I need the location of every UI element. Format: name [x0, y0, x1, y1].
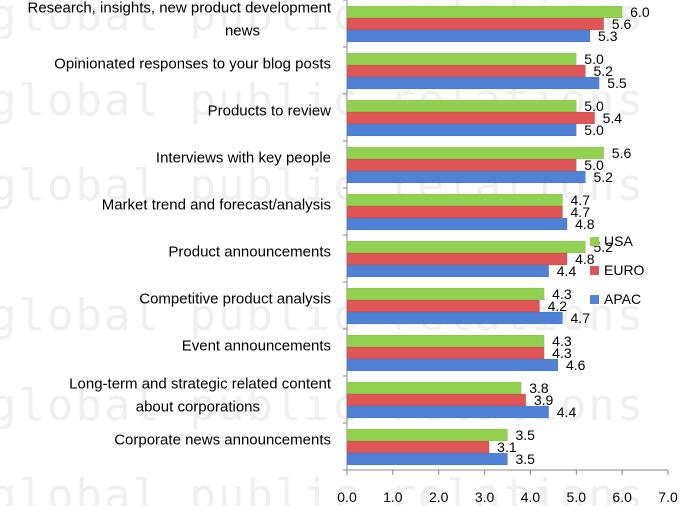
data-label: 4.3	[552, 333, 572, 349]
bar-euro	[346, 299, 540, 313]
bar-usa	[346, 334, 545, 348]
category-label: Event announcements	[182, 338, 331, 355]
data-label: 3.5	[516, 451, 536, 467]
data-label: 5.6	[612, 145, 632, 161]
data-label: 3.5	[516, 427, 536, 443]
x-tick-label: 3.0	[475, 489, 495, 505]
data-label: 5.0	[584, 98, 604, 114]
bar-usa	[346, 287, 545, 301]
x-tick-label: 6.0	[612, 489, 632, 505]
legend-label-euro: EURO	[604, 262, 645, 278]
data-label: 4.3	[552, 286, 572, 302]
data-label: 5.6	[612, 16, 632, 32]
category-label: Market trend and forecast/analysis	[102, 197, 331, 214]
bar-usa	[346, 193, 563, 207]
data-label: 4.6	[566, 357, 586, 373]
legend-swatch-euro	[590, 266, 599, 275]
legend-label-apac: APAC	[604, 291, 641, 307]
bar-usa	[346, 381, 522, 395]
data-label: 3.1	[497, 439, 517, 455]
legend-swatch-usa	[590, 237, 599, 246]
bar-usa	[346, 240, 586, 254]
bar-euro	[346, 346, 545, 360]
data-label: 5.0	[584, 51, 604, 67]
bar-euro	[346, 158, 577, 172]
bar-apac	[346, 358, 559, 372]
bar-apac	[346, 29, 591, 43]
category-label: Product announcements	[168, 244, 331, 261]
bar-euro	[346, 393, 527, 407]
data-label: 5.4	[603, 110, 623, 126]
bar-euro	[346, 440, 490, 454]
bar-usa	[346, 428, 508, 442]
bar-euro	[346, 64, 586, 78]
data-label: 4.7	[571, 192, 591, 208]
data-label: 4.7	[571, 204, 591, 220]
bar-euro	[346, 111, 595, 125]
bar-apac	[346, 170, 586, 184]
category-label-line-2: about corporations	[136, 399, 260, 416]
data-label: 4.7	[571, 310, 591, 326]
bar-apac	[346, 123, 577, 137]
category-label: Products to review	[208, 103, 332, 120]
bar-apac	[346, 311, 563, 325]
data-label: 5.2	[593, 169, 613, 185]
x-tick-label: 2.0	[429, 489, 449, 505]
category-label: Interviews with key people	[156, 150, 331, 167]
data-label: 5.0	[584, 122, 604, 138]
x-tick-label: 4.0	[521, 489, 541, 505]
legend-label-usa: USA	[604, 233, 633, 249]
x-tick-label: 0.0	[337, 489, 357, 505]
category-label: Research, insights, new product developm…	[27, 0, 331, 17]
bar-euro	[346, 205, 563, 219]
bar-euro	[346, 17, 605, 31]
category-label: Competitive product analysis	[139, 291, 331, 308]
bar-apac	[346, 76, 600, 90]
bar-usa	[346, 146, 605, 160]
data-label: 4.3	[552, 345, 572, 361]
category-label-line-2: news	[225, 23, 260, 40]
data-label: 3.9	[534, 392, 554, 408]
data-label: 4.4	[557, 263, 577, 279]
bar-apac	[346, 405, 550, 419]
category-label: Corporate news announcements	[114, 432, 331, 449]
data-label: 4.8	[575, 216, 595, 232]
bar-usa	[346, 5, 623, 19]
x-tick-label: 5.0	[567, 489, 587, 505]
x-tick-label: 1.0	[383, 489, 403, 505]
category-label: Long-term and strategic related content	[69, 376, 332, 393]
data-label: 3.8	[529, 380, 549, 396]
x-tick-label: 7.0	[658, 489, 678, 505]
bar-usa	[346, 52, 577, 66]
data-label: 5.2	[593, 63, 613, 79]
data-label: 6.0	[630, 4, 650, 20]
data-label: 5.0	[584, 157, 604, 173]
bar-usa	[346, 99, 577, 113]
bar-apac	[346, 264, 550, 278]
bar-apac	[346, 452, 508, 466]
data-label: 4.4	[557, 404, 577, 420]
bar-euro	[346, 252, 568, 266]
bar-apac	[346, 217, 568, 231]
data-label: 4.8	[575, 251, 595, 267]
legend-swatch-apac	[590, 295, 599, 304]
data-label: 5.5	[607, 75, 627, 91]
data-label: 4.2	[548, 298, 568, 314]
category-label: Opinionated responses to your blog posts	[54, 56, 331, 73]
data-label: 5.3	[598, 28, 618, 44]
